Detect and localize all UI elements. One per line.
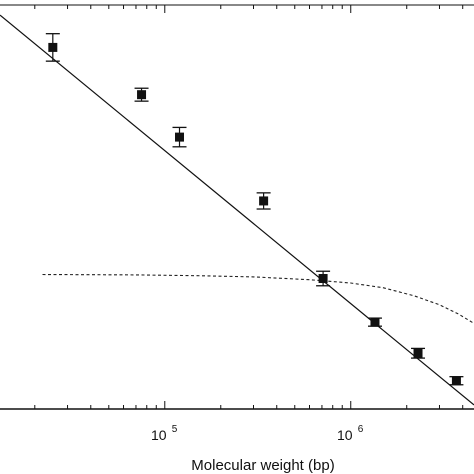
- dashed-curve: [42, 273, 474, 324]
- square-marker: [318, 274, 328, 284]
- data-point: [411, 347, 426, 359]
- square-marker: [137, 90, 147, 100]
- data-point: [134, 87, 149, 102]
- dashed-curve-layer: [42, 273, 474, 324]
- data-point: [367, 317, 382, 327]
- data-point: [449, 376, 464, 386]
- square-marker: [413, 348, 423, 358]
- x-axis-label: Molecular weight (bp): [191, 457, 334, 474]
- square-marker: [259, 196, 269, 206]
- fit-line: [0, 14, 474, 406]
- x-tick-label: 10: [151, 427, 167, 443]
- axes: [0, 4, 474, 410]
- square-marker: [48, 42, 58, 52]
- data-point: [256, 192, 271, 210]
- square-marker: [175, 132, 185, 142]
- tick-labels-layer: 10 5 10 6: [151, 424, 364, 443]
- square-marker: [370, 317, 380, 327]
- x-tick-label-exponent: 6: [358, 424, 364, 435]
- data-point: [172, 126, 187, 148]
- x-tick-label: 10: [337, 427, 353, 443]
- square-marker: [451, 376, 461, 386]
- data-point: [316, 270, 331, 287]
- x-tick-label-exponent: 5: [172, 424, 178, 435]
- fit-line-layer: [0, 14, 474, 406]
- data-point: [45, 33, 60, 62]
- data-points-layer: [45, 33, 464, 386]
